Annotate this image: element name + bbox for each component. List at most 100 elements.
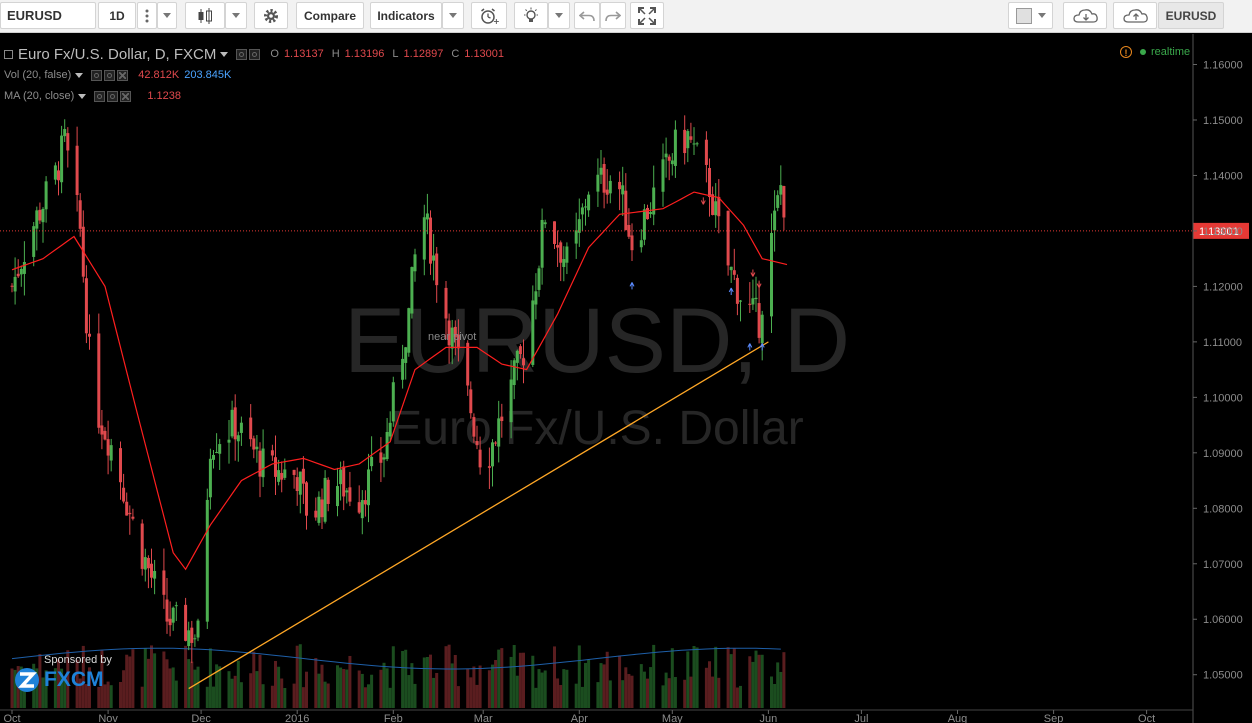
candle-body bbox=[208, 458, 212, 498]
candle-body bbox=[370, 456, 374, 467]
candle-body bbox=[726, 210, 730, 266]
undo-button[interactable] bbox=[574, 2, 600, 29]
candle-body bbox=[509, 379, 513, 423]
interval-button[interactable]: 1D bbox=[98, 2, 136, 29]
symbol-tab[interactable]: EURUSD bbox=[1158, 2, 1224, 29]
close-icon[interactable] bbox=[117, 69, 129, 81]
candle-body bbox=[13, 276, 17, 292]
compare-button[interactable]: Compare bbox=[296, 2, 364, 29]
candle-body bbox=[605, 189, 609, 195]
candle-body bbox=[770, 233, 773, 317]
candle-body bbox=[196, 620, 200, 638]
volume-bar bbox=[518, 652, 522, 708]
indicators-dropdown-button[interactable] bbox=[442, 2, 464, 29]
interval-dropdown-button[interactable] bbox=[157, 2, 177, 29]
candle-body bbox=[106, 439, 110, 456]
volume-bar bbox=[252, 651, 256, 708]
fxcm-logo-icon bbox=[15, 668, 39, 692]
volume-bar bbox=[410, 663, 414, 708]
volume-bar bbox=[776, 662, 780, 708]
volume-bar bbox=[208, 648, 212, 708]
volume-bar bbox=[193, 669, 197, 708]
annotation-near-pivot[interactable]: near pivot bbox=[428, 331, 476, 343]
volume-bar bbox=[559, 684, 563, 708]
candle-body bbox=[348, 487, 352, 502]
volume-bar bbox=[487, 670, 491, 708]
candle-body bbox=[711, 194, 715, 215]
candle-body bbox=[119, 448, 122, 483]
volume-bar bbox=[280, 678, 284, 708]
settings-button[interactable] bbox=[254, 2, 288, 29]
redo-button[interactable] bbox=[600, 2, 626, 29]
indicators-button[interactable]: Indicators bbox=[370, 2, 442, 29]
candle-body bbox=[717, 196, 721, 217]
volume-bar bbox=[63, 677, 67, 708]
eye-icon[interactable] bbox=[236, 48, 248, 60]
realtime-status: ! realtime bbox=[1120, 46, 1190, 58]
more-icon[interactable] bbox=[137, 2, 157, 29]
volume-bar bbox=[57, 659, 60, 708]
volume-bar bbox=[162, 651, 166, 708]
candle-body bbox=[515, 350, 519, 363]
volume-bar bbox=[757, 654, 761, 708]
drawing-color-button[interactable] bbox=[1008, 2, 1053, 29]
volume-bar bbox=[670, 648, 674, 708]
ma-legend[interactable]: MA (20, close) 1.1238 bbox=[4, 88, 181, 104]
chart-style-button[interactable] bbox=[185, 2, 225, 29]
eye-icon[interactable] bbox=[94, 90, 106, 102]
main-series-legend[interactable]: Euro Fx/U.S. Dollar, D, FXCM O 1.13137 H… bbox=[4, 46, 504, 63]
volume-bar bbox=[153, 653, 157, 708]
settings-icon[interactable] bbox=[249, 48, 261, 60]
candle-body bbox=[543, 222, 547, 225]
candle-body bbox=[429, 217, 432, 264]
volume-bar bbox=[122, 670, 126, 708]
candle-body bbox=[233, 407, 237, 440]
load-chart-button[interactable] bbox=[1063, 2, 1107, 29]
ideas-button[interactable] bbox=[514, 2, 548, 29]
candle-body bbox=[187, 630, 191, 647]
candle-body bbox=[735, 277, 739, 304]
candle-body bbox=[475, 441, 479, 446]
candle-body bbox=[435, 253, 439, 286]
volume-bar bbox=[574, 683, 578, 708]
compare-label: Compare bbox=[303, 8, 356, 23]
chevron-down-icon[interactable] bbox=[78, 93, 87, 99]
volume-bar bbox=[435, 672, 439, 708]
candle-body bbox=[580, 207, 584, 215]
candle-body bbox=[379, 452, 383, 463]
eye-icon[interactable] bbox=[91, 69, 103, 81]
fullscreen-button[interactable] bbox=[630, 2, 664, 29]
time-tick-label: Jun bbox=[760, 713, 778, 723]
price-chart[interactable]: EURUSD, D Euro Fx/U.S. Dollar 1.13001 nea… bbox=[0, 34, 1252, 723]
volume-bar bbox=[317, 673, 321, 708]
chevron-down-icon[interactable] bbox=[75, 72, 84, 78]
sponsor-name: FXCM bbox=[44, 668, 104, 691]
close-icon[interactable] bbox=[120, 90, 132, 102]
sponsor-badge[interactable]: Sponsored by FXCM bbox=[14, 654, 112, 693]
trendline[interactable] bbox=[188, 341, 769, 690]
candle-body bbox=[84, 278, 88, 334]
chevron-down-icon[interactable] bbox=[220, 51, 229, 57]
candle-body bbox=[667, 156, 671, 161]
chart-style-dropdown-button[interactable] bbox=[225, 2, 247, 29]
volume-bar bbox=[695, 647, 699, 708]
volume-bar bbox=[140, 686, 144, 708]
save-chart-button[interactable] bbox=[1113, 2, 1157, 29]
open-value: 1.13137 bbox=[283, 48, 324, 60]
settings-icon[interactable] bbox=[107, 90, 119, 102]
alert-button[interactable]: + bbox=[471, 2, 507, 29]
volume-bar bbox=[401, 650, 405, 708]
volume-bar bbox=[215, 664, 219, 708]
ideas-dropdown-button[interactable] bbox=[548, 2, 570, 29]
candle-body bbox=[326, 479, 330, 504]
volume-bar bbox=[407, 675, 411, 708]
candle-body bbox=[491, 442, 494, 467]
collapse-icon[interactable] bbox=[4, 49, 13, 59]
volume-bar bbox=[683, 679, 687, 708]
chevron-down-icon bbox=[555, 13, 563, 18]
warning-icon[interactable]: ! bbox=[1120, 46, 1132, 58]
volume-bar bbox=[565, 669, 569, 708]
volume-legend[interactable]: Vol (20, false) 42.812K 203.845K bbox=[4, 67, 231, 83]
symbol-search-input[interactable]: EURUSD bbox=[0, 2, 96, 29]
settings-icon[interactable] bbox=[104, 69, 116, 81]
